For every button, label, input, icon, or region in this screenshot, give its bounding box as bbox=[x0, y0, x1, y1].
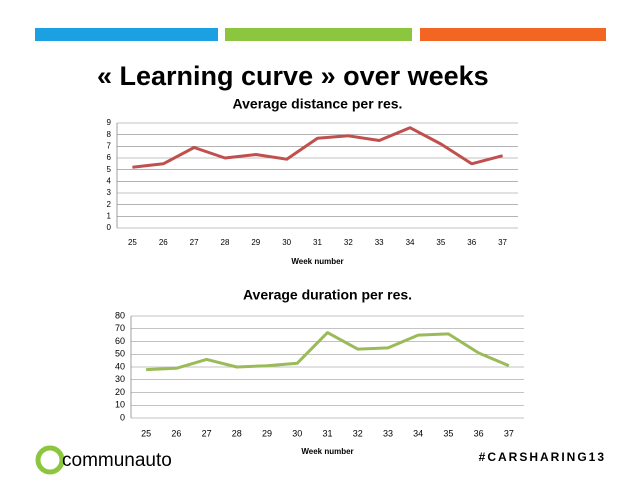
x-tick-label: 27 bbox=[190, 238, 199, 247]
x-axis-title: Week number bbox=[291, 257, 343, 266]
y-tick-label: 3 bbox=[107, 188, 112, 197]
x-tick-label: 34 bbox=[413, 428, 423, 438]
y-tick-label: 0 bbox=[120, 412, 125, 422]
top-bar-orange bbox=[420, 28, 606, 41]
y-tick-label: 1 bbox=[107, 211, 112, 220]
y-tick-label: 70 bbox=[115, 323, 125, 333]
y-tick-label: 50 bbox=[115, 349, 125, 359]
y-tick-label: 80 bbox=[115, 310, 125, 320]
x-tick-label: 25 bbox=[141, 428, 151, 438]
y-tick-label: 60 bbox=[115, 336, 125, 346]
x-tick-label: 35 bbox=[443, 428, 453, 438]
x-tick-label: 33 bbox=[375, 238, 384, 247]
x-tick-label: 32 bbox=[344, 238, 353, 247]
hashtag: #CARSHARING13 bbox=[479, 450, 606, 464]
top-bar-blue bbox=[35, 28, 218, 41]
x-tick-label: 31 bbox=[313, 238, 322, 247]
x-tick-label: 34 bbox=[406, 238, 415, 247]
chart-title: Average distance per res. bbox=[233, 96, 403, 112]
x-tick-label: 28 bbox=[221, 238, 230, 247]
x-tick-label: 32 bbox=[353, 428, 363, 438]
top-bar-green bbox=[225, 28, 412, 41]
x-tick-label: 28 bbox=[232, 428, 242, 438]
y-tick-label: 20 bbox=[115, 387, 125, 397]
x-tick-label: 33 bbox=[383, 428, 393, 438]
logo-icon bbox=[35, 445, 65, 475]
x-tick-label: 35 bbox=[436, 238, 445, 247]
y-tick-label: 5 bbox=[107, 165, 112, 174]
x-tick-label: 37 bbox=[504, 428, 514, 438]
x-tick-label: 30 bbox=[282, 238, 291, 247]
line-series bbox=[146, 331, 510, 372]
x-tick-label: 31 bbox=[322, 428, 332, 438]
y-tick-label: 9 bbox=[107, 118, 112, 127]
x-tick-label: 29 bbox=[251, 238, 260, 247]
x-tick-label: 29 bbox=[262, 428, 272, 438]
x-tick-label: 37 bbox=[498, 238, 507, 247]
y-tick-label: 0 bbox=[107, 223, 112, 232]
y-tick-label: 2 bbox=[107, 200, 112, 209]
x-axis-title: Week number bbox=[301, 447, 353, 456]
y-tick-label: 8 bbox=[107, 130, 112, 139]
y-tick-label: 30 bbox=[115, 374, 125, 384]
y-tick-label: 4 bbox=[107, 176, 112, 185]
x-tick-label: 36 bbox=[467, 238, 476, 247]
x-tick-label: 36 bbox=[474, 428, 484, 438]
y-tick-label: 6 bbox=[107, 153, 112, 162]
y-tick-label: 40 bbox=[115, 361, 125, 371]
y-tick-label: 10 bbox=[115, 400, 125, 410]
line-series bbox=[132, 126, 503, 169]
slide-title: « Learning curve » over weeks bbox=[97, 61, 489, 91]
chart-title: Average duration per res. bbox=[243, 287, 412, 303]
x-tick-label: 25 bbox=[128, 238, 137, 247]
x-tick-label: 27 bbox=[202, 428, 212, 438]
x-tick-label: 26 bbox=[159, 238, 168, 247]
y-tick-label: 7 bbox=[107, 141, 112, 150]
x-tick-label: 26 bbox=[171, 428, 181, 438]
x-tick-label: 30 bbox=[292, 428, 302, 438]
logo: communauto bbox=[62, 450, 172, 471]
